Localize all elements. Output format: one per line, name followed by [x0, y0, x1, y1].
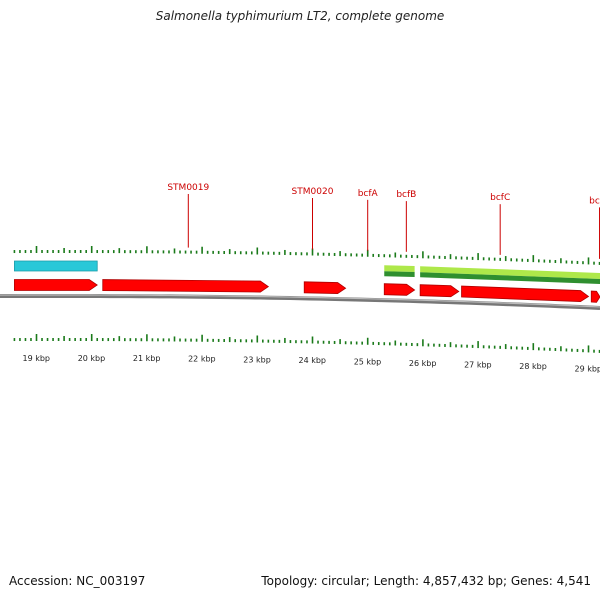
cds-arrow [303, 281, 347, 294]
scale-label: 27 kbp [464, 360, 492, 369]
green-feature-bottom [420, 272, 600, 284]
accession-text: Accession: NC_003197 [9, 574, 146, 588]
scale-label: 22 kbp [188, 355, 216, 364]
scale-label: 28 kbp [519, 362, 547, 371]
gene-label: bcfB [396, 190, 416, 200]
cds-arrow [383, 283, 416, 296]
backbone-highlight [0, 294, 600, 308]
lower-tick-track [13, 334, 600, 353]
gene-labels: STM0019 STM0020 bcfA bcfB bcfC bcfD [167, 183, 600, 259]
cds-arrow [102, 279, 270, 293]
scale-label: 21 kbp [133, 354, 161, 363]
cds-arrow [590, 290, 600, 303]
cds-arrow [461, 285, 590, 302]
scale-label: 20 kbp [78, 354, 106, 363]
cyan-feature [14, 260, 98, 272]
scale-label: 23 kbp [243, 355, 271, 364]
gene-label: bcfA [358, 189, 379, 199]
cds-arrow [419, 284, 460, 298]
backbone [0, 294, 600, 310]
scale-label: 19 kbp [23, 354, 51, 363]
backbone-arc [0, 294, 600, 310]
gene-label: bcfC [490, 193, 510, 203]
scale-label: 26 kbp [409, 359, 437, 368]
feature-track [14, 260, 600, 284]
gene-label: STM0020 [292, 187, 334, 197]
upper-tick-track [13, 246, 600, 265]
scale-label: 25 kbp [354, 357, 382, 366]
map-title: Salmonella typhimurium LT2, complete gen… [155, 9, 445, 23]
genome-summary-text: Topology: circular; Length: 4,857,432 bp… [261, 574, 591, 588]
scale-labels: 19 kbp 20 kbp 21 kbp 22 kbp 23 kbp 24 kbp 25 k… [23, 354, 600, 373]
gene-label: bcfD [589, 196, 600, 206]
green-feature-bottom [384, 271, 415, 278]
green-feature-top [384, 265, 415, 273]
scale-label: 24 kbp [299, 356, 327, 365]
green-feature-top [420, 266, 600, 279]
gene-label: STM0019 [167, 183, 209, 193]
cds-arrow [14, 279, 98, 291]
scale-label: 29 kbp [575, 364, 600, 373]
cds-track [14, 279, 600, 303]
